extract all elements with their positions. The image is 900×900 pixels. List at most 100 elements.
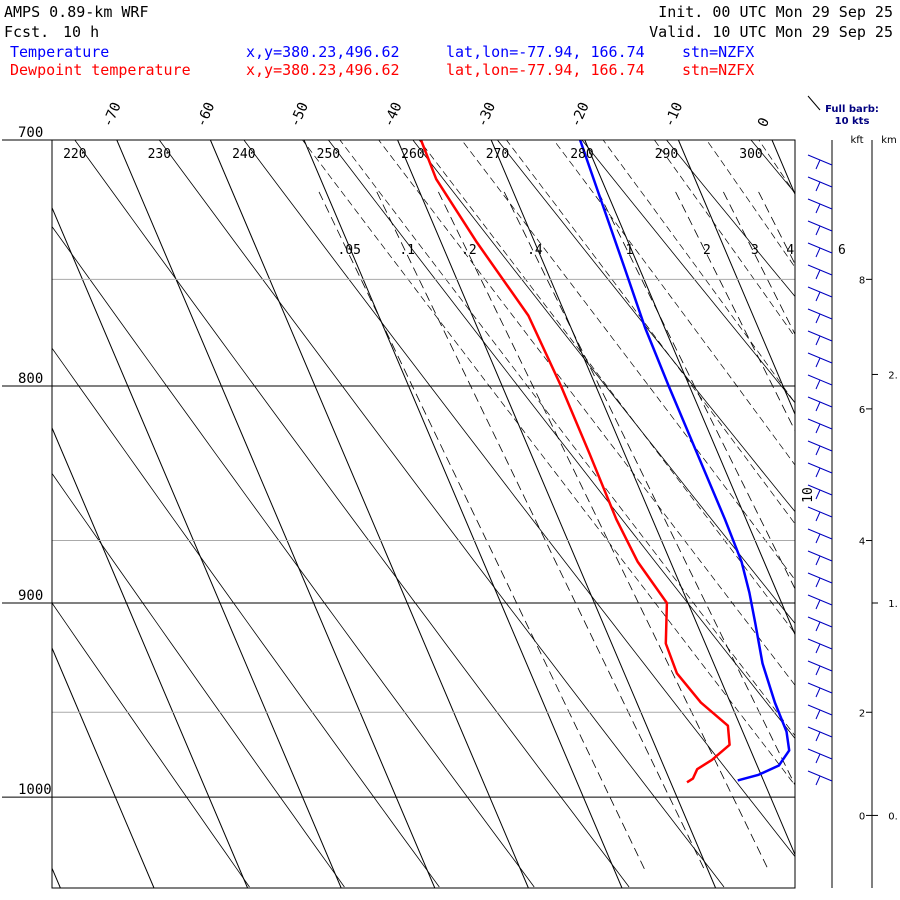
pressure-tick-label: 800 — [18, 371, 43, 387]
mixing-ratio-labels: .05 .1 .2 .4 1 2 3 4 6 — [337, 243, 845, 258]
plot-frame — [51, 139, 796, 889]
temperature-tick-label: 0 — [755, 115, 773, 129]
legend-temperature-stn: stn=NZFX — [682, 43, 754, 61]
mixing-ratio-line — [503, 191, 795, 786]
isotherm-line — [209, 140, 529, 888]
dry-adiabat-line — [52, 347, 440, 888]
theta-label: 280 — [570, 147, 593, 162]
temperature-tick-label: -30 — [474, 100, 499, 130]
wind-barb-flag — [815, 225, 821, 236]
wind-barb-flag — [815, 555, 821, 566]
isotherm-line — [866, 140, 900, 888]
moist-adiabat-line — [506, 140, 795, 525]
background-lines — [52, 114, 900, 888]
wind-barb-flag — [815, 753, 821, 764]
wind-barbs: 10 — [801, 140, 873, 888]
temperature-tick-label: -40 — [381, 100, 406, 130]
wind-barb-flag — [815, 533, 821, 544]
kft-tick-label: 6 — [859, 405, 865, 416]
dry-adiabat-line — [52, 225, 535, 888]
wind-barb-flag — [815, 467, 821, 478]
mixing-ratio-line — [438, 191, 769, 870]
series-line-dewpoint-temperature — [419, 140, 731, 784]
valid-time: Valid. 10 UTC Mon 29 Sep 25 — [649, 23, 893, 41]
dry-adiabat-line — [243, 140, 795, 858]
barb-legend-line2: 10 kts — [835, 116, 870, 127]
mixing-ratio-label: .4 — [527, 243, 543, 258]
mixing-ratio-line — [848, 192, 900, 869]
wind-barb-flag — [815, 181, 821, 192]
isotherm-line — [52, 206, 342, 888]
mixing-ratio-label: 6 — [838, 243, 846, 258]
series-line-temperature — [578, 140, 791, 782]
temperature-tick-label: -70 — [100, 100, 125, 130]
moist-adiabat-line — [706, 140, 795, 268]
mixing-ratio-label: 2 — [703, 243, 711, 258]
wind-barb-flag — [815, 379, 821, 390]
wind-barb-flag — [815, 643, 821, 654]
wind-barb-flag — [815, 401, 821, 412]
isotherm-line — [303, 140, 623, 888]
dry-adiabat-line — [52, 602, 250, 888]
moist-adiabat-line — [461, 140, 795, 581]
barb-legend-icon — [807, 95, 821, 111]
wind-barb-flag — [815, 511, 821, 522]
barb-legend-line1: Full barb: — [825, 104, 879, 115]
mixing-ratio-line — [878, 192, 900, 869]
legend-temperature-xy: x,y=380.23,496.62 — [246, 43, 400, 61]
fcst-value: 10 h — [63, 23, 99, 41]
moist-adiabat-line — [302, 140, 795, 786]
km-tick-label: 2. — [888, 370, 898, 381]
wind-barb-flag — [815, 775, 821, 786]
wind-barb-flag — [815, 159, 821, 170]
init-time: Init. 00 UTC Mon 29 Sep 25 — [658, 3, 893, 21]
isotherm-line — [397, 140, 717, 888]
isotherm-line — [584, 140, 795, 636]
theta-label: 220 — [63, 147, 86, 162]
moist-adiabat-line — [418, 140, 795, 634]
mixing-ratio-label: .05 — [337, 243, 360, 258]
legend-temperature-latlon: lat,lon=-77.94, 166.74 — [446, 43, 645, 61]
model-title: AMPS 0.89-km WRF — [4, 3, 149, 21]
theta-label: 270 — [486, 147, 509, 162]
theta-label: 250 — [317, 147, 340, 162]
wind-barb-flag — [815, 291, 821, 302]
kft-tick-label: 8 — [859, 275, 865, 286]
legend-dewpoint-latlon: lat,lon=-77.94, 166.74 — [446, 61, 645, 79]
wind-barb-flag — [815, 423, 821, 434]
pressure-tick-label: 1000 — [18, 782, 52, 798]
theta-label: 240 — [232, 147, 255, 162]
dry-adiabat-line — [158, 140, 725, 888]
wind-barb-flag — [815, 357, 821, 368]
wind-barb-flag — [815, 665, 821, 676]
legend-dewpoint-name: Dewpoint temperature — [10, 61, 191, 79]
km-label: km — [881, 135, 897, 146]
dry-adiabat-line — [581, 140, 795, 404]
temperature-tick-label: -50 — [287, 100, 312, 130]
legend-dewpoint-stn: stn=NZFX — [682, 61, 754, 79]
kft-tick-label: 0 — [859, 811, 865, 822]
mixing-ratio-line — [597, 191, 795, 590]
mixing-ratio-label: .1 — [399, 243, 415, 258]
isotherm-line — [490, 140, 795, 856]
fcst-label: Fcst. — [4, 23, 49, 41]
wind-barb-flag — [815, 599, 821, 610]
wind-barb-flag — [815, 489, 821, 500]
dry-adiabat-line — [665, 140, 795, 298]
mixing-ratio-label: .2 — [461, 243, 477, 258]
wind-barb-flag — [815, 621, 821, 632]
legend-temperature-name: Temperature — [10, 43, 109, 61]
mixing-ratio-label: 3 — [751, 243, 759, 258]
km-tick-label: 0. — [888, 811, 898, 822]
temperature-tick-label: -10 — [661, 100, 686, 130]
theta-labels: 220 230 240 250 260 270 280 290 300 — [63, 147, 763, 162]
mixing-ratio-label: 1 — [625, 243, 633, 258]
dry-adiabat-line — [813, 114, 900, 888]
moist-adiabat-line — [553, 140, 795, 466]
series-group — [419, 140, 791, 784]
mixing-ratio-line — [675, 191, 795, 432]
wind-barb-flag — [815, 313, 821, 324]
moist-adiabat-line — [653, 140, 795, 338]
isotherm-line — [677, 140, 795, 416]
isotherm-line — [52, 426, 249, 888]
